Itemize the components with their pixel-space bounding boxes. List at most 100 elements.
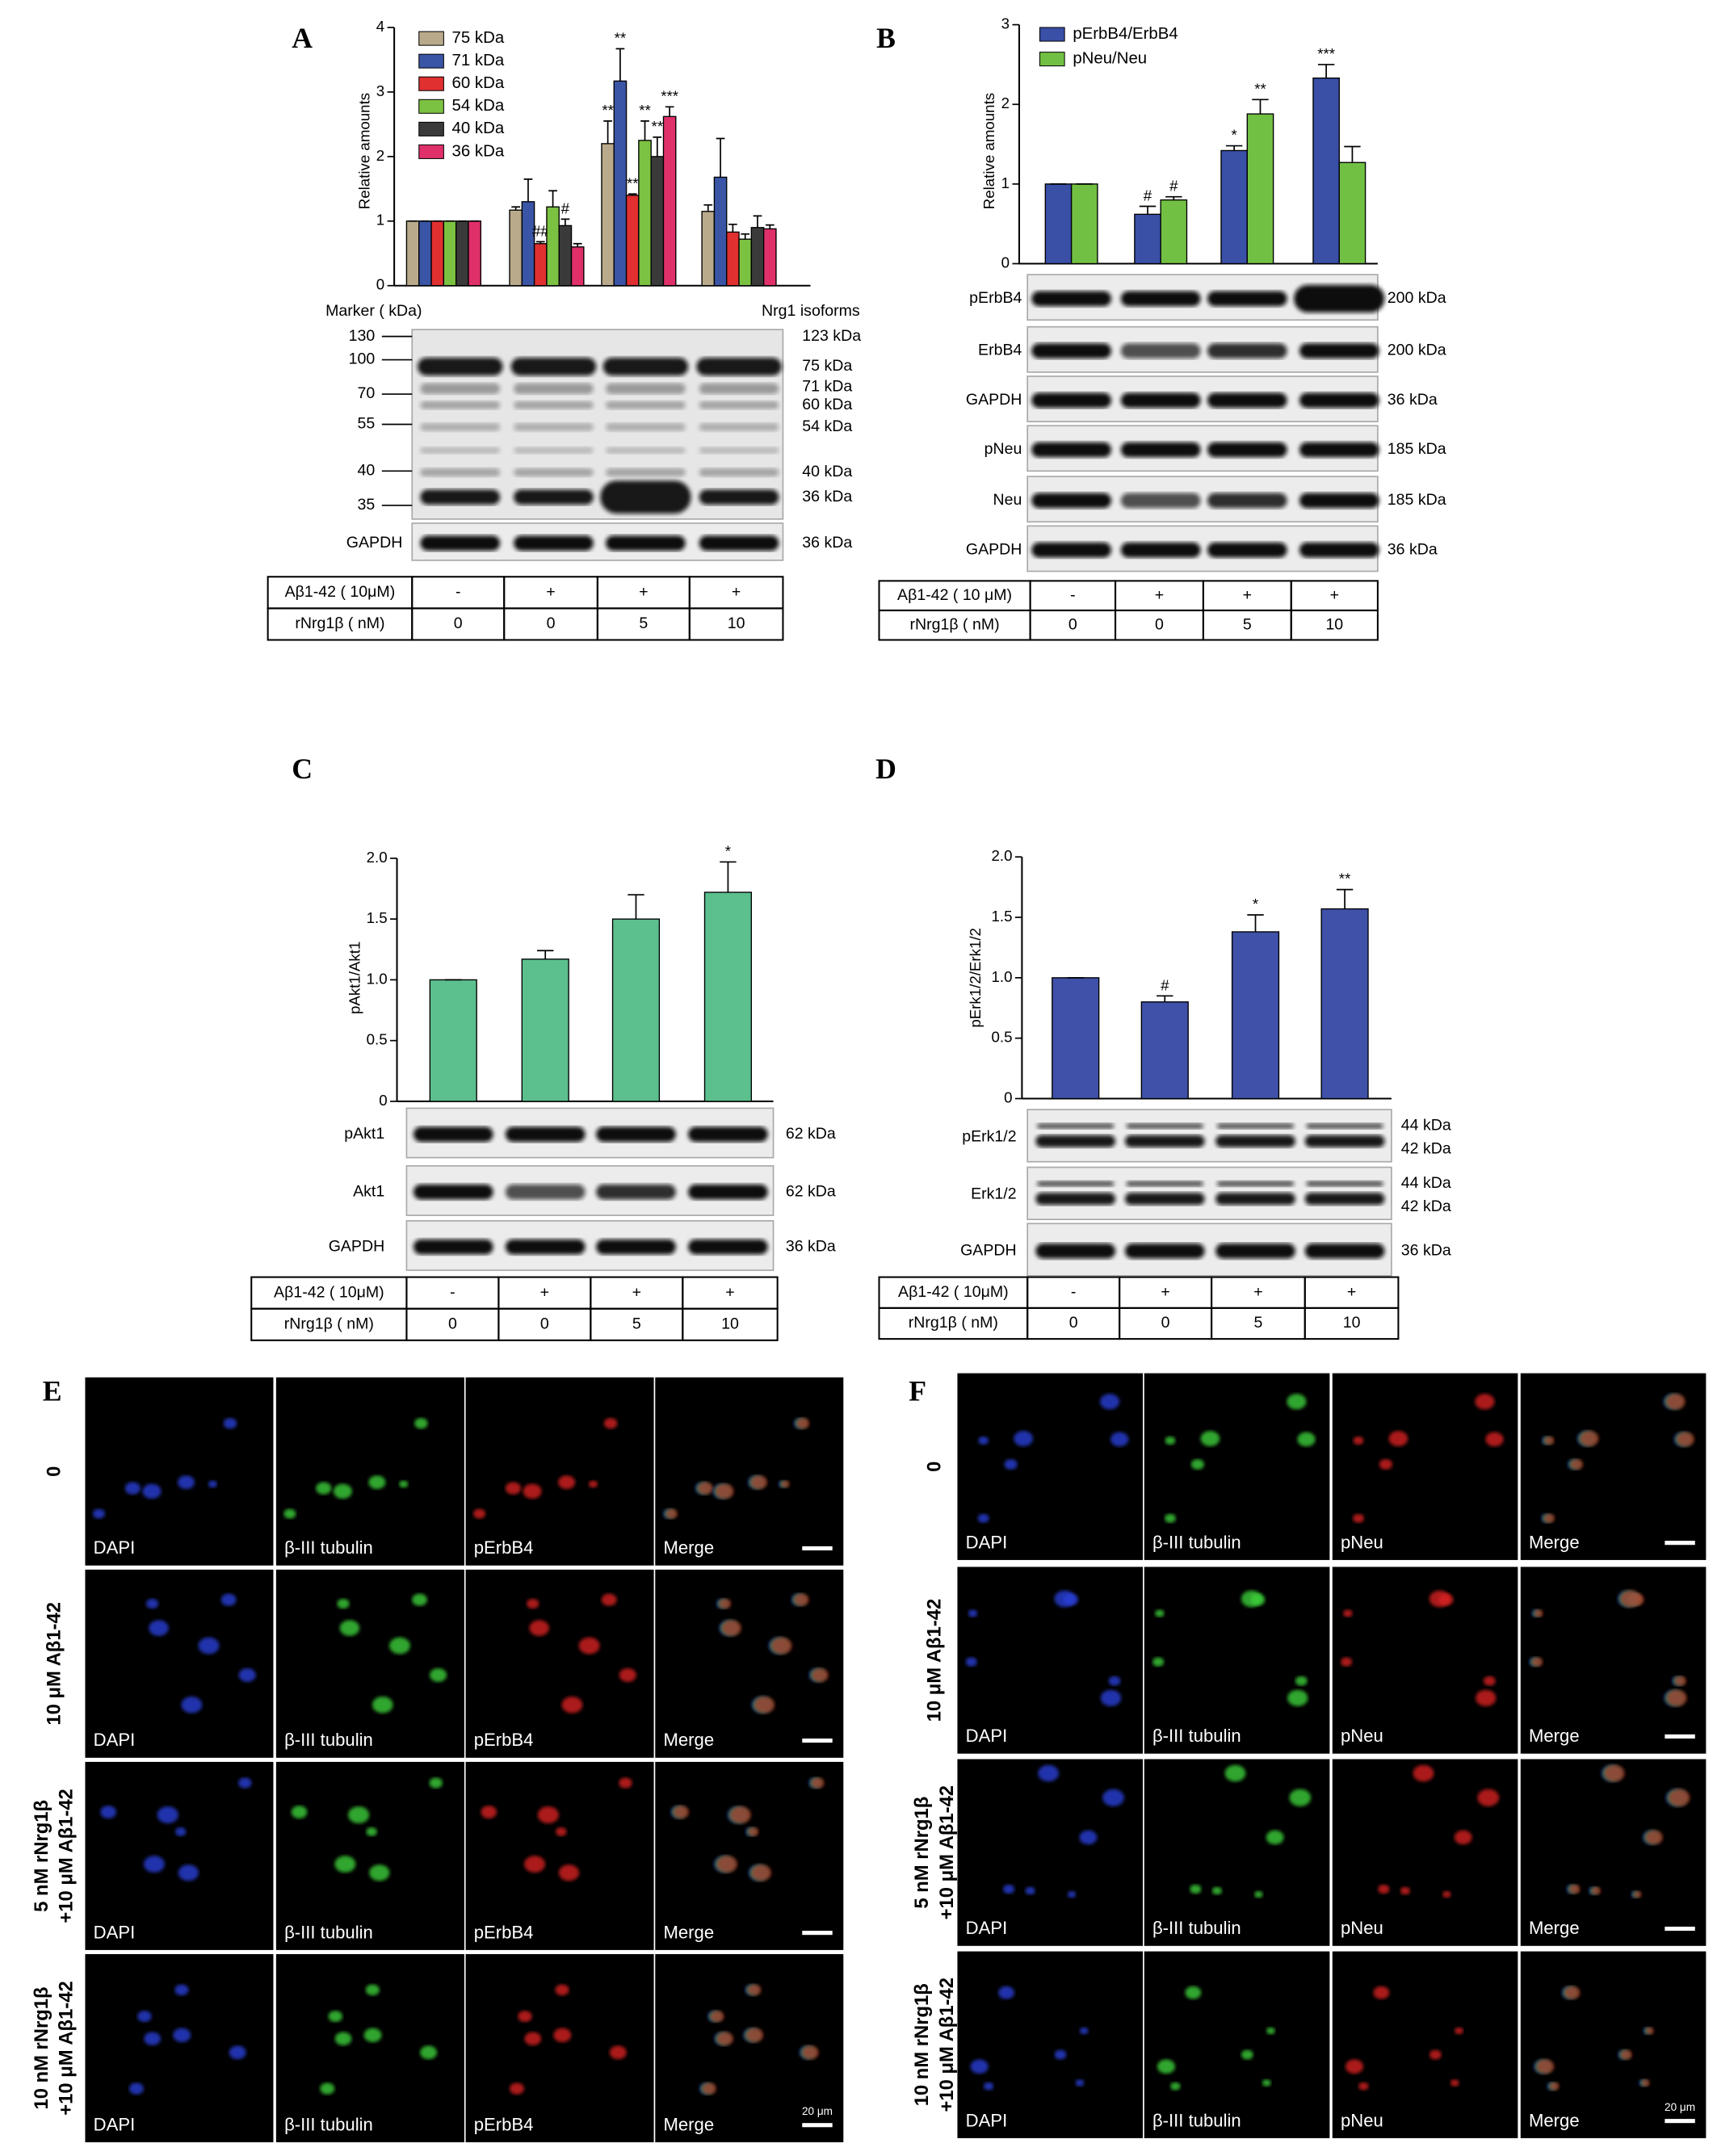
bar [546, 206, 560, 287]
cell-signal [316, 1482, 332, 1495]
significance: *** [661, 87, 678, 104]
y-tick-label: 1.5 [992, 908, 1013, 925]
cell-signal [283, 1508, 296, 1519]
panel-label: A [292, 22, 313, 54]
blot-band [699, 468, 779, 477]
cell-signal [1224, 1764, 1246, 1782]
cell-signal [1477, 1789, 1500, 1806]
blot-band [1120, 493, 1201, 509]
row-label: 0 [924, 1462, 946, 1472]
table-text: + [1155, 586, 1164, 604]
cell-signal [1002, 1884, 1015, 1894]
blot-band [688, 1239, 768, 1255]
channel-label: DAPI [94, 1730, 136, 1750]
scale-bar [1665, 1541, 1695, 1546]
cell-signal [1353, 1513, 1364, 1523]
row-label: 5 nM rNrg1β [911, 1797, 933, 1909]
blot-band [600, 480, 691, 514]
row-label: 10 nM rNrg1β [31, 1986, 52, 2109]
cell-signal [801, 2045, 819, 2060]
blot-band [1124, 1135, 1205, 1147]
cell-signal [181, 1697, 203, 1713]
legend-label: 54 kDa [452, 97, 505, 115]
cell-signal [128, 2083, 144, 2095]
isoform-label: 60 kDa [802, 396, 852, 413]
cell-signal [1157, 2059, 1176, 2074]
channel-label: DAPI [94, 1537, 136, 1558]
blot-label: GAPDH [346, 534, 403, 552]
blot-band [510, 358, 597, 376]
legend-label: pErbB4/ErbB4 [1073, 25, 1178, 43]
error-bar [560, 218, 570, 226]
cell-signal [1241, 2049, 1253, 2060]
blot-band [699, 401, 779, 409]
cell-signal [334, 2032, 352, 2045]
cell-signal [1289, 1789, 1312, 1806]
significance: ## [532, 222, 549, 239]
table-text: rNrg1β ( nM) [284, 1315, 374, 1332]
blot-label: Akt1 [353, 1182, 384, 1200]
bar [1220, 149, 1249, 265]
legend-label: 71 kDa [452, 52, 505, 69]
bar [750, 227, 765, 287]
blot-band [413, 1126, 493, 1143]
bar [601, 143, 615, 287]
marker-label: 70 [358, 384, 376, 402]
cell-signal [978, 1436, 989, 1445]
channel-label: Merge [663, 1537, 714, 1558]
channel-label: β-III tubulin [1152, 1532, 1241, 1552]
scale-bar [1665, 1926, 1695, 1932]
panel-label: F [909, 1374, 926, 1407]
scale-bar [802, 1931, 833, 1936]
legend-label: pNeu/Neu [1073, 50, 1147, 68]
channel-label: Merge [1529, 2110, 1580, 2130]
y-tick-label: 1.0 [367, 970, 388, 987]
cell-signal [369, 1864, 390, 1881]
bar [1320, 908, 1369, 1100]
cell-signal [92, 1508, 106, 1519]
blot-band [514, 401, 594, 409]
y-tick-label: 0.5 [367, 1031, 388, 1048]
cell-signal [366, 1827, 377, 1836]
cell-signal [1038, 1764, 1060, 1782]
cell-signal [965, 1657, 977, 1667]
bar [1134, 213, 1161, 265]
cell-signal [1102, 1789, 1124, 1806]
cell-signal [320, 2083, 335, 2095]
channel-label: pErbB4 [474, 1537, 534, 1558]
y-axis-label: Relative amounts [980, 93, 997, 209]
blot-band [1215, 1193, 1295, 1206]
cell-signal [1254, 1890, 1263, 1898]
bar [509, 209, 523, 287]
blot-label: Erk1/2 [971, 1185, 1017, 1203]
cell-signal [603, 1418, 618, 1429]
cell-signal [174, 1984, 189, 1996]
marker-label: 55 [358, 415, 376, 433]
cell-signal [328, 2011, 343, 2023]
cell-signal [1591, 1886, 1602, 1895]
legend-swatch [1039, 52, 1065, 67]
y-tick-label: 3 [1001, 15, 1010, 32]
cell-signal [983, 2082, 994, 2091]
blot-size: 200 kDa [1387, 342, 1446, 359]
blot-band [1031, 291, 1111, 307]
legend-label: 75 kDa [452, 29, 505, 47]
error-bar [765, 224, 775, 229]
error-bar [603, 120, 612, 144]
cell-signal [1353, 1436, 1364, 1445]
cell-signal [1110, 1432, 1129, 1447]
channel-label: pNeu [1341, 1532, 1383, 1552]
micrograph [465, 1569, 654, 1758]
channel-label: pNeu [1341, 2110, 1383, 2130]
cell-signal [1543, 1436, 1555, 1445]
cell-signal [481, 1806, 497, 1818]
table-text: 10 [728, 615, 745, 632]
blot-label: GAPDH [966, 540, 1022, 558]
cell-signal [1079, 2027, 1089, 2035]
cell-signal [748, 1827, 759, 1836]
y-tick-label: 1 [376, 212, 384, 229]
table-text: 5 [639, 615, 648, 632]
error-bar [1157, 995, 1173, 1002]
cell-signal [729, 1806, 752, 1824]
cell-signal [750, 1475, 768, 1490]
